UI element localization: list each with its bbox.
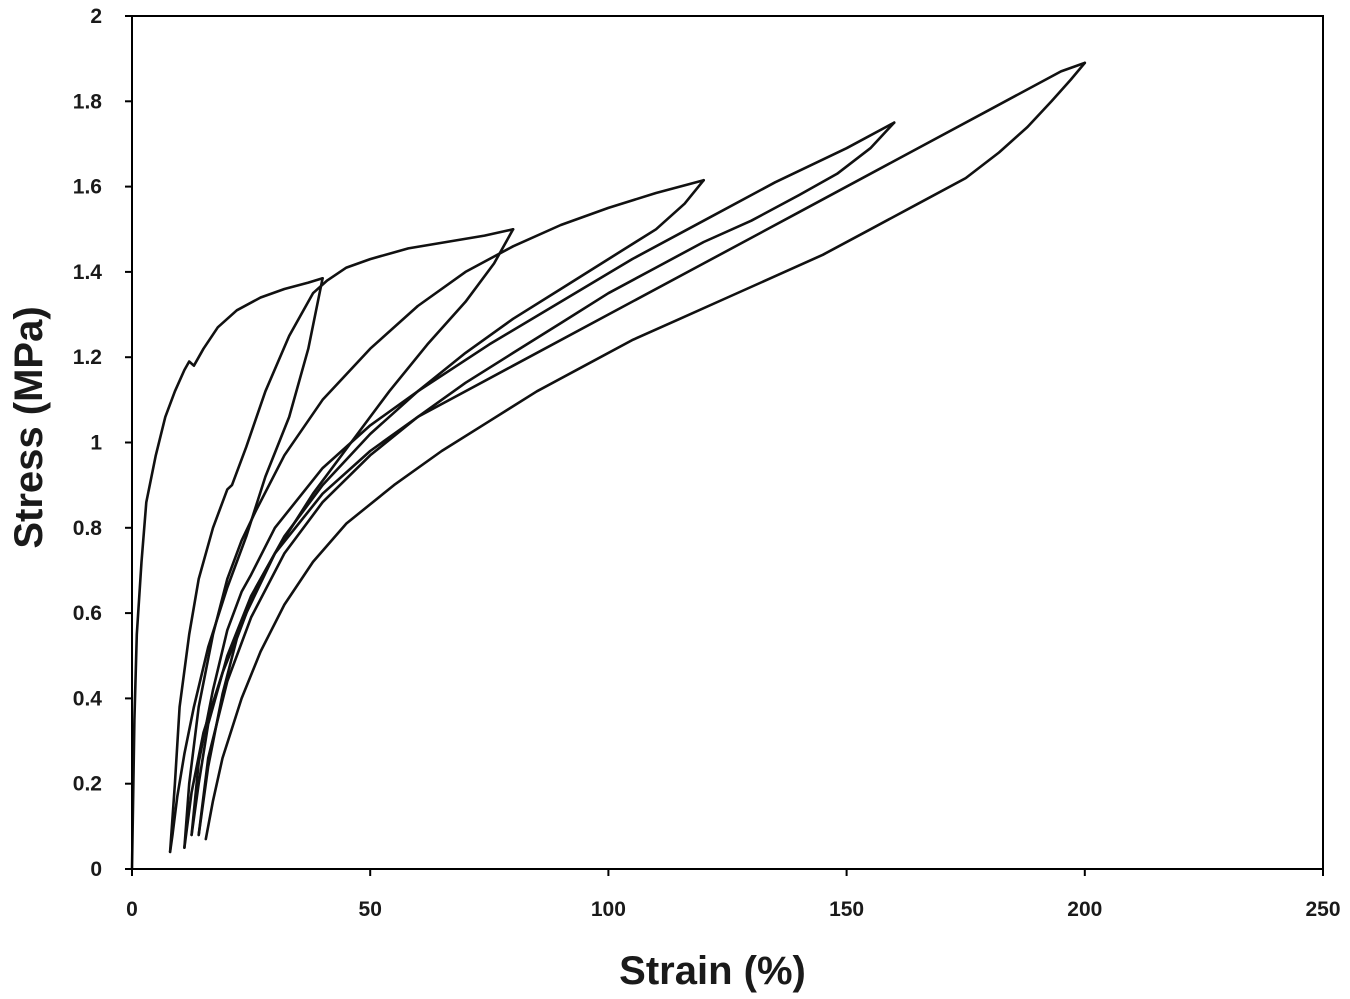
y-tick-label: 1 <box>90 432 102 455</box>
stress-strain-curve-10 <box>204 61 1087 841</box>
tick-group: 0 50 100 150 200 250 0 0.2 0.4 0.6 0.8 1 1.2 1.4 1.6 1.… <box>73 5 1341 921</box>
stress-strain-curve-1 <box>130 277 324 871</box>
stress-strain-curve-9 <box>197 61 1087 837</box>
curve-group <box>130 61 1087 871</box>
x-tick-label: 0 <box>126 898 138 921</box>
x-tick-label: 100 <box>591 898 626 921</box>
y-axis-title: Stress (MPa) <box>7 306 51 548</box>
y-tick-label: 1.6 <box>73 176 102 199</box>
x-tick-label: 150 <box>829 898 864 921</box>
stress-strain-curve-5 <box>183 178 705 849</box>
stress-strain-curve-7 <box>190 121 896 837</box>
x-axis-title: Strain (%) <box>619 949 806 993</box>
y-tick-label: 0.8 <box>73 517 103 540</box>
x-tick-label: 50 <box>359 898 382 921</box>
y-tick-label: 1.8 <box>73 90 103 113</box>
x-tick-label: 200 <box>1067 898 1102 921</box>
y-tick-label: 1.2 <box>73 346 102 369</box>
y-tick-label: 0 <box>90 858 102 881</box>
y-tick-label: 2 <box>90 5 102 28</box>
y-tick-label: 1.4 <box>73 261 103 284</box>
stress-strain-curve-3 <box>168 228 515 854</box>
y-tick-label: 0.2 <box>73 773 102 796</box>
y-tick-label: 0.4 <box>73 687 103 710</box>
y-tick-label: 0.6 <box>73 602 102 625</box>
x-tick-label: 250 <box>1305 898 1340 921</box>
stress-strain-curve-6 <box>190 178 705 837</box>
plot-area-frame <box>131 15 1324 870</box>
stress-strain-curve-8 <box>197 121 896 837</box>
